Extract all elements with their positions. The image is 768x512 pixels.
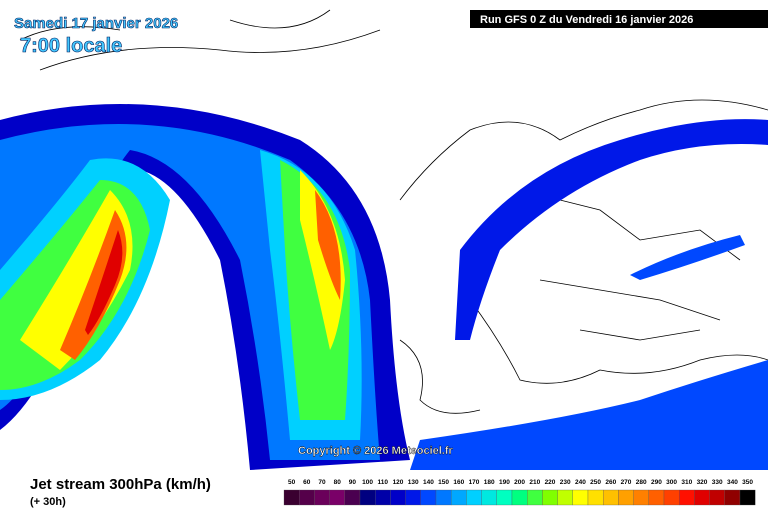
legend-label: 280: [636, 479, 647, 486]
legend-swatch: [709, 489, 725, 506]
legend-swatch: [603, 489, 619, 506]
legend-swatch: [329, 489, 345, 506]
legend-swatch: [572, 489, 589, 506]
legend-label: 260: [605, 479, 616, 486]
legend-swatch: [481, 489, 497, 506]
legend: 50 60 70 80 90 100 110 120 130 140 150 160 170 180 190…: [283, 479, 756, 506]
date-label: Samedi 17 janvier 2026: [14, 15, 178, 32]
legend-label: 240: [575, 479, 586, 486]
legend-swatch: [344, 489, 361, 506]
legend-swatch: [511, 489, 528, 506]
legend-swatch: [405, 489, 421, 506]
legend-swatch: [724, 489, 741, 506]
legend-label: 340: [727, 479, 738, 486]
legend-label: 100: [362, 479, 373, 486]
legend-label: 180: [484, 479, 495, 486]
legend-label: 290: [651, 479, 662, 486]
jet-stream: [0, 104, 768, 470]
legend-swatch: [527, 489, 543, 506]
legend-label: 190: [499, 479, 510, 486]
copyright: Copyright © 2026 Meteociel.fr: [298, 445, 454, 457]
legend-label: 80: [334, 479, 342, 486]
legend-swatch: [390, 489, 406, 506]
footer-title: Jet stream 300hPa (km/h): [30, 476, 211, 493]
legend-swatch: [435, 489, 452, 506]
legend-label: 300: [666, 479, 677, 486]
legend-swatch: [359, 489, 376, 506]
run-label: Run GFS 0 Z du Vendredi 16 janvier 2026: [480, 14, 693, 26]
legend-label: 90: [349, 479, 357, 486]
legend-label: 60: [303, 479, 311, 486]
legend-label: 140: [423, 479, 434, 486]
legend-swatch: [648, 489, 665, 506]
legend-swatch: [694, 489, 710, 506]
legend-swatch: [299, 489, 315, 506]
legend-swatch: [739, 489, 756, 506]
legend-label: 50: [288, 479, 296, 486]
legend-label: 70: [318, 479, 326, 486]
legend-swatch: [679, 489, 695, 506]
legend-swatch: [283, 489, 300, 506]
legend-label: 270: [621, 479, 632, 486]
legend-swatch: [557, 489, 573, 506]
legend-label: 150: [438, 479, 449, 486]
time-label: 7:00 locale: [20, 35, 122, 57]
legend-label: 130: [408, 479, 419, 486]
legend-label: 110: [378, 479, 389, 486]
run-box: [470, 10, 768, 28]
coastlines: [0, 9, 768, 414]
legend-swatch: [663, 489, 680, 506]
legend-swatch: [633, 489, 649, 506]
legend-label: 350: [742, 479, 753, 486]
legend-swatch: [618, 489, 634, 506]
footer-lead: (+ 30h): [30, 496, 66, 508]
legend-swatch: [375, 489, 391, 506]
legend-swatch: [542, 489, 558, 506]
legend-swatch: [466, 489, 482, 506]
legend-swatch: [496, 489, 513, 506]
legend-label: 320: [697, 479, 708, 486]
legend-label: 120: [393, 479, 404, 486]
legend-label: 220: [545, 479, 556, 486]
legend-label: 230: [560, 479, 571, 486]
legend-label: 250: [590, 479, 601, 486]
legend-swatch: [420, 489, 437, 506]
legend-swatch: [587, 489, 604, 506]
legend-swatch: [314, 489, 330, 506]
legend-label: 330: [712, 479, 723, 486]
legend-label: 310: [681, 479, 692, 486]
legend-swatch: [451, 489, 467, 506]
legend-label: 210: [529, 479, 540, 486]
legend-label: 170: [469, 479, 480, 486]
legend-label: 160: [453, 479, 464, 486]
legend-label: 200: [514, 479, 525, 486]
